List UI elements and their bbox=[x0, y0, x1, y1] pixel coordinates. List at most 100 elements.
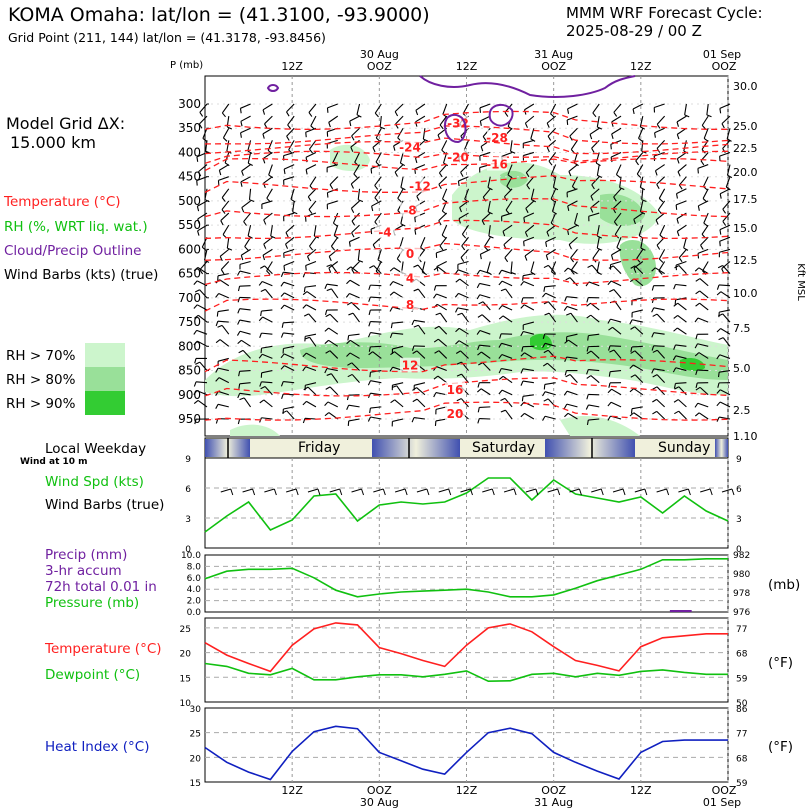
surface-wind-barb-flag bbox=[731, 488, 735, 496]
wind-barb-flag bbox=[303, 287, 306, 293]
wind-barb-flag bbox=[240, 181, 243, 187]
wind-barb bbox=[370, 332, 382, 335]
wind-barb-flag bbox=[303, 386, 309, 391]
wind-barb bbox=[261, 309, 273, 312]
wind-barb bbox=[199, 261, 208, 271]
contour-label-bg bbox=[400, 246, 420, 261]
wind-barb-flag bbox=[524, 231, 528, 237]
wind-barb-flag bbox=[218, 170, 222, 176]
wind-barb bbox=[247, 152, 252, 164]
wind-barb-flag bbox=[262, 133, 265, 139]
wind-barb-flag bbox=[542, 362, 548, 367]
wind-barb bbox=[261, 381, 273, 384]
wind-barb-flag bbox=[303, 313, 309, 317]
wind-barb bbox=[327, 188, 338, 194]
wind-barb bbox=[436, 261, 447, 267]
wind-barb-flag bbox=[629, 388, 635, 393]
wind-barb bbox=[641, 188, 644, 200]
wind-barb-flag bbox=[638, 137, 643, 142]
wind-barb-flag bbox=[280, 365, 285, 370]
wind-barb-flag bbox=[193, 304, 198, 309]
precip-total-label: 72h total 0.01 in bbox=[45, 579, 157, 595]
wind-barb bbox=[525, 200, 535, 209]
wind-barb bbox=[590, 188, 600, 197]
wind-barb bbox=[218, 390, 229, 396]
wind-barb bbox=[284, 365, 295, 372]
wind-barb bbox=[524, 412, 535, 420]
wind-barb bbox=[501, 342, 513, 347]
wind-barb bbox=[353, 164, 361, 175]
wind-barb-flag bbox=[414, 157, 418, 164]
top-time-label-3: OOZ bbox=[541, 60, 566, 73]
wind-barb-flag bbox=[227, 126, 233, 130]
wind-barb bbox=[684, 103, 687, 115]
wind-barb-flag bbox=[616, 174, 621, 179]
wind-barb bbox=[264, 265, 273, 275]
wind-barb-flag bbox=[389, 366, 394, 372]
wind-barb bbox=[656, 176, 666, 185]
wind-barb bbox=[247, 225, 252, 236]
wind-barb-flag bbox=[302, 304, 307, 309]
wind-barb-flag bbox=[413, 324, 419, 328]
wind-barb-flag bbox=[247, 150, 253, 154]
wind-barb bbox=[654, 103, 665, 109]
wind-barb-flag bbox=[651, 368, 655, 374]
wind-barb-flag bbox=[194, 358, 197, 364]
wind-barb bbox=[283, 248, 295, 254]
wind-barb bbox=[635, 152, 644, 162]
wind-barb bbox=[523, 280, 535, 287]
wind-barb-flag bbox=[433, 285, 437, 291]
wind-barb-flag bbox=[236, 330, 241, 336]
wind-barb bbox=[698, 352, 709, 359]
pressure-tick-500: 500 bbox=[178, 194, 201, 208]
wind-barb bbox=[567, 200, 578, 207]
heat-right-tick-77: 77 bbox=[736, 730, 747, 740]
wind-barb-flag bbox=[651, 307, 655, 313]
wind-barb bbox=[525, 115, 535, 124]
wind-barb bbox=[653, 368, 665, 372]
wind-barb bbox=[568, 236, 578, 245]
wind-barb bbox=[370, 392, 382, 396]
wind-barb-flag bbox=[477, 351, 482, 356]
wind-barb bbox=[226, 140, 230, 152]
wind-barb-flag bbox=[348, 312, 354, 316]
legend-temperature: Temperature (°C) bbox=[4, 194, 121, 210]
temperature-contour bbox=[204, 197, 729, 218]
wind-barb bbox=[436, 248, 447, 254]
wind-barb bbox=[219, 279, 230, 287]
wind-barb-flag bbox=[305, 132, 307, 138]
wind-barb bbox=[522, 273, 534, 277]
wind-barb bbox=[547, 349, 557, 359]
wind-barb bbox=[217, 273, 229, 277]
wind-barb bbox=[719, 151, 731, 157]
surface-wind-barb bbox=[307, 488, 319, 493]
wind-barb bbox=[566, 115, 578, 121]
wind-barb-flag bbox=[619, 187, 625, 191]
bottom-date-label-2: 01 Sep bbox=[703, 796, 741, 809]
wind-barb-flag bbox=[433, 266, 439, 271]
mb-unit-label: (mb) bbox=[768, 577, 801, 593]
wind-barb-flag bbox=[241, 170, 244, 176]
legend-rh: RH (%, WRT liq. wat.) bbox=[4, 219, 148, 235]
wind-barb bbox=[262, 248, 273, 256]
wind-barb bbox=[698, 267, 709, 275]
surface-wind-barb-flag bbox=[491, 488, 495, 496]
temperature-contour bbox=[204, 298, 729, 312]
wind-barb-flag bbox=[215, 321, 219, 327]
bottom-time-label-5: OOZ bbox=[712, 784, 737, 797]
wind-barb-flag bbox=[568, 171, 572, 177]
heat-right-tick-86: 86 bbox=[736, 705, 748, 715]
wind-barb bbox=[241, 200, 251, 208]
wind-barb-flag bbox=[586, 297, 589, 303]
wind-barb bbox=[677, 302, 687, 311]
wind-barb bbox=[309, 140, 317, 150]
wind-barb-flag bbox=[326, 264, 332, 268]
wind-barb bbox=[656, 313, 666, 323]
wind-barb bbox=[394, 164, 404, 173]
wind-barb-flag bbox=[591, 184, 595, 190]
wind-barb bbox=[501, 305, 513, 311]
wind-barb-flag bbox=[695, 290, 700, 295]
wind-barb bbox=[292, 200, 295, 212]
wind-barb bbox=[243, 397, 252, 408]
wind-barb bbox=[370, 406, 382, 409]
